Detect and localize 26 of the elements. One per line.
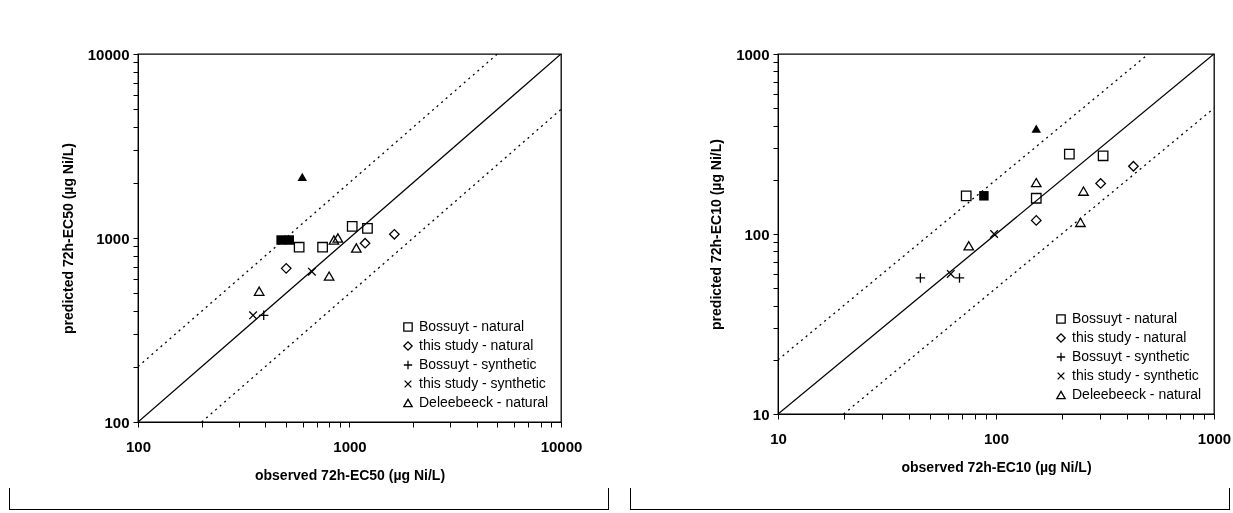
x-tick-label: 1000 <box>1197 429 1232 447</box>
y-tick-label: 1000 <box>96 229 130 247</box>
legend-label: Bossuyt - natural <box>1072 310 1178 326</box>
x-tick-label: 100 <box>983 429 1010 447</box>
y-tick-label: 100 <box>104 413 130 431</box>
legend-label: this study - synthetic <box>1072 367 1199 383</box>
x-tick-label: 10000 <box>540 437 583 455</box>
legend-label: Deleebeeck - natural <box>1072 386 1202 402</box>
legend-label: Bossuyt - synthetic <box>419 356 537 372</box>
legend-label: this study - natural <box>419 337 534 353</box>
x-tick-label: 10 <box>770 429 787 447</box>
y-axis-title: predicted 72h-EC50 (µg Ni/L) <box>59 143 76 334</box>
x-tick-label: 1000 <box>333 437 367 455</box>
y-tick-label: 10 <box>752 405 770 423</box>
y-tick-label: 1000 <box>736 45 770 63</box>
x-axis-title: observed 72h-EC50 (µg Ni/L) <box>254 466 446 483</box>
y-tick-label: 100 <box>744 225 770 243</box>
y-tick-label: 10000 <box>87 45 130 63</box>
x-axis-title: observed 72h-EC10 (µg Ni/L) <box>901 458 1092 475</box>
legend-label: this study - natural <box>1072 329 1187 345</box>
legend-label: this study - synthetic <box>419 375 546 391</box>
legend-label: Bossuyt - natural <box>419 318 525 334</box>
x-tick-label: 100 <box>125 437 152 455</box>
legend-label: Deleebeeck - natural <box>419 394 549 410</box>
legend-label: Bossuyt - synthetic <box>1072 348 1190 364</box>
y-axis-title: predicted 72h-EC10 (µg Ni/L) <box>708 139 725 330</box>
